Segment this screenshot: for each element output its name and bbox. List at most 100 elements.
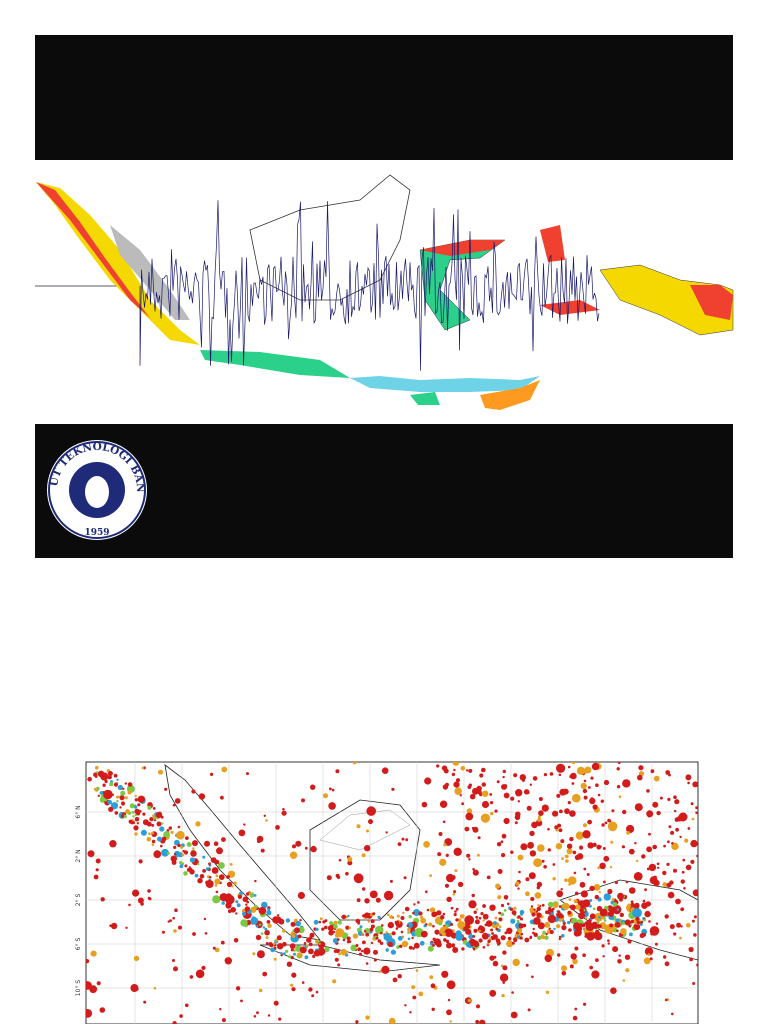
- earthquake-dot: [345, 925, 350, 930]
- earthquake-dot: [465, 928, 472, 935]
- sulawesi-north: [420, 240, 505, 256]
- earthquake-dot: [99, 1007, 106, 1013]
- earthquake-dot: [536, 912, 542, 918]
- earthquake-dot: [370, 919, 375, 924]
- earthquake-dot: [441, 932, 446, 937]
- earthquake-dot: [192, 932, 196, 936]
- earthquake-dot: [547, 914, 556, 924]
- earthquake-dot: [317, 941, 326, 949]
- earthquake-dot: [164, 787, 168, 791]
- earthquake-dot: [529, 783, 532, 786]
- earthquake-dot: [575, 904, 581, 910]
- earthquake-dot: [498, 925, 502, 928]
- earthquake-dot: [568, 928, 572, 932]
- earthquake-dot: [496, 941, 501, 946]
- earthquake-dot: [431, 911, 437, 918]
- earthquake-dot: [487, 939, 491, 943]
- earthquake-dot: [389, 879, 393, 883]
- earthquake-dot: [645, 901, 651, 907]
- earthquake-dot: [522, 923, 527, 928]
- earthquake-dot: [595, 783, 599, 787]
- earthquake-dot: [214, 878, 221, 885]
- earthquake-dot: [340, 948, 348, 956]
- earthquake-dot: [366, 829, 369, 833]
- earthquake-dot: [283, 952, 286, 956]
- earthquake-dot: [592, 907, 596, 911]
- earthquake-dot: [396, 945, 400, 949]
- earthquake-dot: [355, 1020, 359, 1024]
- earthquake-dot: [328, 802, 336, 810]
- earthquake-dot: [405, 838, 409, 842]
- earthquake-dot: [656, 866, 660, 869]
- earthquake-dot: [397, 974, 402, 979]
- earthquake-dot: [630, 900, 634, 904]
- earthquake-dot: [611, 898, 615, 901]
- earthquake-dot: [685, 864, 692, 871]
- earthquake-dot: [545, 910, 549, 914]
- earthquake-dot: [586, 873, 590, 876]
- earthquake-dot: [616, 767, 620, 771]
- earthquake-dot: [430, 983, 436, 989]
- earthquake-dot: [221, 766, 228, 773]
- earthquake-dot: [427, 945, 434, 952]
- earthquake-dot: [286, 961, 293, 967]
- earthquake-dot: [260, 932, 264, 935]
- earthquake-dot: [341, 914, 347, 920]
- earthquake-dot: [503, 817, 510, 825]
- earthquake-dot: [471, 826, 475, 830]
- earthquake-dot: [693, 915, 697, 919]
- earthquake-dot: [136, 822, 140, 825]
- earthquake-dot: [413, 909, 421, 916]
- earthquake-dot: [364, 898, 370, 904]
- earthquake-dot: [395, 927, 399, 930]
- earthquake-dot: [151, 831, 154, 835]
- earthquake-dot: [394, 920, 398, 924]
- earthquake-dot: [315, 927, 319, 931]
- earthquake-dot: [441, 970, 449, 978]
- earthquake-dot: [646, 846, 652, 853]
- earthquake-dot: [439, 858, 447, 866]
- earthquake-dot: [446, 896, 452, 902]
- earthquake-dot: [134, 891, 139, 895]
- earthquake-dot: [134, 794, 137, 798]
- earthquake-dot: [498, 911, 501, 915]
- earthquake-dot: [580, 890, 589, 898]
- earthquake-dot: [446, 942, 452, 949]
- earthquake-dot: [558, 905, 562, 908]
- earthquake-dot: [361, 932, 364, 935]
- earthquake-dot: [467, 998, 472, 1003]
- earthquake-dot: [133, 955, 140, 962]
- earthquake-dot: [592, 842, 597, 848]
- earthquake-dot: [221, 901, 225, 905]
- earthquake-dot: [266, 910, 272, 916]
- earthquake-dot: [681, 870, 685, 874]
- earthquake-dot: [633, 923, 641, 931]
- earthquake-dot: [97, 794, 101, 797]
- earthquake-dot: [337, 963, 341, 967]
- earthquake-dot: [179, 1014, 183, 1018]
- earthquake-dot: [561, 965, 567, 972]
- earthquake-dot: [346, 936, 351, 941]
- earthquake-dot: [434, 929, 440, 935]
- earthquake-dot: [569, 836, 574, 842]
- earthquake-dot: [220, 940, 225, 945]
- earthquake-dot: [389, 915, 393, 919]
- earthquake-dot: [132, 815, 135, 818]
- earthquake-dot: [481, 800, 490, 809]
- earthquake-dot: [600, 799, 604, 803]
- earthquake-dot: [253, 1015, 257, 1018]
- earthquake-dot: [358, 952, 363, 956]
- logo-ring: [48, 441, 146, 539]
- earthquake-dot: [614, 922, 621, 928]
- earthquake-dot: [603, 779, 610, 786]
- earthquake-dot: [529, 935, 533, 938]
- earthquake-dot: [473, 910, 477, 914]
- earthquake-dot: [134, 832, 138, 836]
- earthquake-dot: [229, 863, 233, 866]
- earthquake-dot: [197, 878, 203, 884]
- earthquake-dot: [173, 966, 178, 972]
- earthquake-dot: [168, 826, 172, 830]
- earthquake-dot: [647, 953, 651, 956]
- earthquake-dot: [213, 841, 219, 846]
- earthquake-dot: [441, 765, 448, 771]
